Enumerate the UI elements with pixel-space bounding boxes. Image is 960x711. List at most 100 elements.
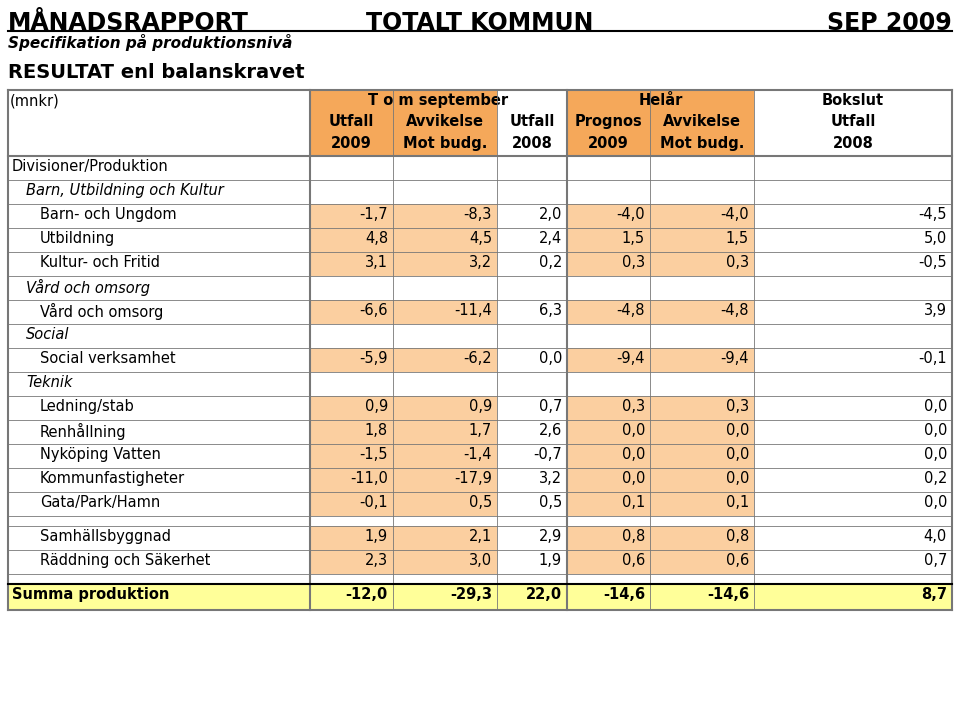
Text: Utfall: Utfall [329, 114, 374, 129]
Text: T o m september: T o m september [369, 93, 509, 108]
Bar [497, 228, 567, 252]
Text: 0,7: 0,7 [924, 553, 947, 568]
Text: -6,6: -6,6 [359, 303, 388, 318]
Text: 3,9: 3,9 [924, 303, 947, 318]
Text: 4,5: 4,5 [468, 231, 492, 246]
Text: -4,0: -4,0 [720, 207, 749, 222]
Text: 2008: 2008 [512, 136, 552, 151]
Text: 4,8: 4,8 [365, 231, 388, 246]
Text: TOTALT KOMMUN: TOTALT KOMMUN [367, 11, 593, 35]
Text: -6,2: -6,2 [464, 351, 492, 366]
Text: -4,5: -4,5 [919, 207, 947, 222]
Bar [497, 204, 567, 228]
Text: 0,0: 0,0 [924, 495, 947, 510]
Text: 0,0: 0,0 [622, 447, 645, 462]
Bar [567, 420, 754, 444]
Text: 0,2: 0,2 [539, 255, 562, 270]
Text: 2008: 2008 [832, 136, 874, 151]
Text: 1,9: 1,9 [539, 553, 562, 568]
Text: Kultur- och Fritid: Kultur- och Fritid [40, 255, 160, 270]
Bar [754, 204, 952, 228]
Bar [567, 90, 754, 156]
Text: Vård och omsorg: Vård och omsorg [40, 303, 163, 320]
Bar [754, 550, 952, 574]
Text: Helår: Helår [638, 93, 683, 108]
Text: -4,0: -4,0 [616, 207, 645, 222]
Bar [310, 444, 497, 468]
Text: Renhållning: Renhållning [40, 423, 127, 440]
Bar [497, 550, 567, 574]
Bar [567, 204, 754, 228]
Bar [310, 420, 497, 444]
Text: -1,4: -1,4 [464, 447, 492, 462]
Text: 0,6: 0,6 [622, 553, 645, 568]
Text: Barn, Utbildning och Kultur: Barn, Utbildning och Kultur [26, 183, 224, 198]
Text: Social: Social [26, 327, 69, 342]
Text: 0,0: 0,0 [622, 471, 645, 486]
Text: MÅNADSRAPPORT: MÅNADSRAPPORT [8, 11, 249, 35]
Text: Utbildning: Utbildning [40, 231, 115, 246]
Bar [497, 90, 567, 156]
Bar [497, 420, 567, 444]
Text: 1,8: 1,8 [365, 423, 388, 438]
Bar [497, 348, 567, 372]
Text: 0,3: 0,3 [726, 399, 749, 414]
Text: Mot budg.: Mot budg. [403, 136, 487, 151]
Text: 3,1: 3,1 [365, 255, 388, 270]
Bar [310, 550, 497, 574]
Text: RESULTAT enl balanskravet: RESULTAT enl balanskravet [8, 63, 304, 82]
Text: Prognos: Prognos [575, 114, 642, 129]
Text: -0,7: -0,7 [533, 447, 562, 462]
Text: 0,7: 0,7 [539, 399, 562, 414]
Text: 0,3: 0,3 [622, 399, 645, 414]
Text: 0,8: 0,8 [726, 529, 749, 544]
Text: -29,3: -29,3 [450, 587, 492, 602]
Text: 0,0: 0,0 [726, 447, 749, 462]
Bar [497, 468, 567, 492]
Text: Avvikelse: Avvikelse [663, 114, 741, 129]
Text: 1,5: 1,5 [726, 231, 749, 246]
Text: Specifikation på produktionsnivå: Specifikation på produktionsnivå [8, 34, 293, 51]
Text: -5,9: -5,9 [359, 351, 388, 366]
Text: 22,0: 22,0 [526, 587, 562, 602]
Text: -9,4: -9,4 [616, 351, 645, 366]
Text: Gata/Park/Hamn: Gata/Park/Hamn [40, 495, 160, 510]
Text: -0,5: -0,5 [919, 255, 947, 270]
Text: -0,1: -0,1 [359, 495, 388, 510]
Text: 1,5: 1,5 [622, 231, 645, 246]
Bar [310, 252, 497, 276]
Text: 0,3: 0,3 [622, 255, 645, 270]
Text: Avvikelse: Avvikelse [406, 114, 484, 129]
Bar [497, 252, 567, 276]
Text: Nyköping Vatten: Nyköping Vatten [40, 447, 161, 462]
Text: 0,8: 0,8 [622, 529, 645, 544]
Text: 3,2: 3,2 [468, 255, 492, 270]
Bar [8, 584, 952, 610]
Text: -0,1: -0,1 [919, 351, 947, 366]
Text: 0,1: 0,1 [622, 495, 645, 510]
Bar [567, 550, 754, 574]
Bar [754, 300, 952, 324]
Bar [567, 396, 754, 420]
Text: Kommunfastigheter: Kommunfastigheter [40, 471, 185, 486]
Text: -9,4: -9,4 [721, 351, 749, 366]
Text: -1,5: -1,5 [359, 447, 388, 462]
Bar [754, 90, 952, 156]
Text: -11,0: -11,0 [350, 471, 388, 486]
Bar [497, 300, 567, 324]
Text: Social verksamhet: Social verksamhet [40, 351, 176, 366]
Text: (mnkr): (mnkr) [10, 93, 60, 108]
Text: 0,9: 0,9 [365, 399, 388, 414]
Text: 0,0: 0,0 [924, 423, 947, 438]
Text: 0,0: 0,0 [726, 471, 749, 486]
Text: 1,9: 1,9 [365, 529, 388, 544]
Bar [310, 492, 497, 516]
Text: 0,3: 0,3 [726, 255, 749, 270]
Text: 2,4: 2,4 [539, 231, 562, 246]
Bar [497, 526, 567, 550]
Bar [310, 90, 497, 156]
Text: Vård och omsorg: Vård och omsorg [26, 279, 150, 296]
Bar [567, 492, 754, 516]
Text: -12,0: -12,0 [346, 587, 388, 602]
Bar [310, 396, 497, 420]
